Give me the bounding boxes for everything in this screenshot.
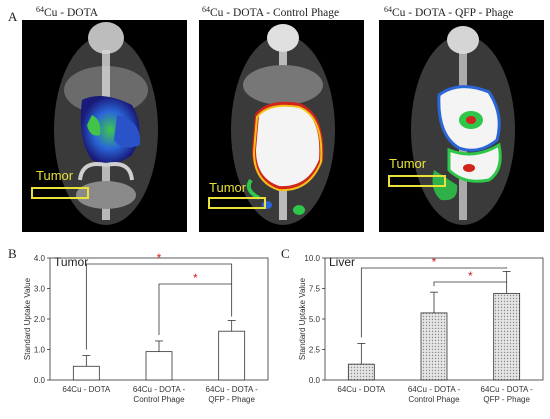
significance-star: * bbox=[157, 251, 162, 265]
tumor-label-3: Tumor bbox=[389, 156, 427, 171]
y-tick-label: 5.0 bbox=[309, 315, 321, 324]
y-tick-label: 3.0 bbox=[34, 285, 46, 294]
y-tick-label: 7.5 bbox=[309, 285, 321, 294]
x-tick-label: 64Cu - DOTA - bbox=[133, 385, 186, 394]
significance-bracket bbox=[433, 281, 507, 287]
x-tick-label: QFP - Phage bbox=[483, 395, 530, 404]
significance-star: * bbox=[468, 269, 473, 283]
x-tick-label: 64Cu - DOTA bbox=[62, 385, 111, 394]
x-tick-label: 64Cu - DOTA bbox=[337, 385, 386, 394]
significance-bracket bbox=[360, 267, 508, 338]
chart-title: Tumor bbox=[54, 255, 88, 269]
x-tick-label: QFP - Phage bbox=[208, 395, 255, 404]
y-axis-label: Standard Uptake Value bbox=[298, 277, 307, 360]
pet-ct-scan-control-phage: Tumor bbox=[199, 20, 364, 232]
tumor-label-1: Tumor bbox=[36, 168, 74, 183]
x-tick-label: 64Cu - DOTA - bbox=[206, 385, 259, 394]
bar bbox=[145, 351, 173, 381]
significance-star: * bbox=[193, 271, 198, 285]
y-axis-label: Standard Uptake Value bbox=[23, 277, 32, 360]
y-tick-label: 1.0 bbox=[34, 346, 46, 355]
bar bbox=[347, 363, 375, 381]
bar bbox=[493, 292, 521, 381]
y-tick-label: 2.5 bbox=[309, 346, 321, 355]
scan-title-2: 64Cu - DOTA - Control Phage bbox=[202, 5, 340, 19]
significance-bracket bbox=[158, 283, 232, 335]
significance-star: * bbox=[432, 255, 437, 269]
x-tick-label: 64Cu - DOTA - bbox=[481, 385, 534, 394]
panel-label-c: C bbox=[281, 246, 290, 261]
pet-ct-scan-qfp-phage: Tumor bbox=[379, 20, 544, 232]
scan-title-3: 64Cu - DOTA - QFP - Phage bbox=[384, 5, 514, 19]
panel-label-a: A bbox=[8, 9, 18, 24]
y-tick-label: 2.0 bbox=[34, 315, 46, 324]
tumor-label-2: Tumor bbox=[209, 180, 247, 195]
y-tick-label: 10.0 bbox=[304, 254, 320, 263]
chart-liver-uptake: Liver Standard Uptake Value 0.0 2.5 5.0 7.5 10… bbox=[275, 240, 550, 414]
y-tick-label: 4.0 bbox=[34, 254, 46, 263]
chart-title: Liver bbox=[329, 255, 355, 269]
x-tick-label: 64Cu - DOTA - bbox=[408, 385, 461, 394]
bar bbox=[420, 312, 448, 381]
x-tick-label: Control Phage bbox=[133, 395, 185, 404]
significance-bracket bbox=[85, 263, 233, 350]
bar bbox=[218, 330, 246, 381]
y-tick-label: 0.0 bbox=[309, 376, 321, 385]
x-tick-label: Control Phage bbox=[408, 395, 460, 404]
panel-label-b: B bbox=[8, 246, 17, 261]
chart-tumor-uptake: Tumor Standard Uptake Value 0.0 1.0 2.0 3.0 4.… bbox=[0, 240, 275, 414]
pet-ct-scan-dota: Tumor bbox=[22, 20, 187, 232]
scan-title-1: 64Cu - DOTA bbox=[36, 5, 99, 19]
y-tick-label: 0.0 bbox=[34, 376, 46, 385]
bar bbox=[72, 365, 100, 381]
